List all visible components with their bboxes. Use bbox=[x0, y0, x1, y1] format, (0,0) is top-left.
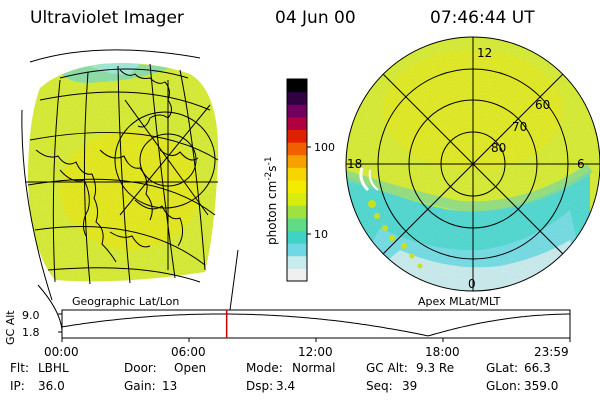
status-label: Mode: bbox=[246, 361, 283, 375]
colorbar-segment bbox=[287, 205, 307, 219]
orbit-plot-frame bbox=[61, 309, 571, 339]
colorbar-segment bbox=[287, 104, 307, 118]
status-value: LBHL bbox=[38, 361, 69, 375]
status-value: 9.3 Re bbox=[416, 361, 455, 375]
colorbar-segment bbox=[287, 217, 307, 231]
geographic-image bbox=[21, 49, 239, 331]
status-label: GC Alt: bbox=[366, 361, 408, 375]
colorbar-tick-10: 10 bbox=[314, 228, 328, 241]
colorbar-segment bbox=[287, 255, 307, 269]
orbit-ytick-9: 9.0 bbox=[22, 309, 40, 322]
apex-panel-label: Apex MLat/MLT bbox=[418, 295, 501, 308]
orbit-xtick-label: 06:00 bbox=[171, 345, 206, 359]
mlat-label-80: 80 bbox=[491, 141, 506, 155]
status-label: IP: bbox=[10, 379, 25, 393]
status-value: 359.0 bbox=[524, 379, 559, 393]
apex-image bbox=[345, 36, 600, 292]
status-value: Open bbox=[174, 361, 207, 375]
colorbar-segment bbox=[287, 154, 307, 168]
status-label: GLon: bbox=[486, 379, 521, 393]
colorbar-segment bbox=[287, 116, 307, 130]
orbit-plot: 9.0 1.8 GC Alt 00:00 06:00 12:00 18:00 23:59 bbox=[4, 309, 571, 359]
orbit-ytick-1.8: 1.8 bbox=[22, 326, 40, 339]
colorbar-segment bbox=[287, 167, 307, 181]
orbit-xtick-label: 18:00 bbox=[425, 345, 460, 359]
status-label: GLat: bbox=[486, 361, 519, 375]
colorbar-segment bbox=[287, 180, 307, 194]
orbit-xtick-label: 00:00 bbox=[44, 345, 79, 359]
mlt-label-0: 0 bbox=[468, 277, 476, 291]
orbit-xtick-label: 12:00 bbox=[298, 345, 333, 359]
colorbar-segment bbox=[287, 230, 307, 244]
colorbar-tick-100: 100 bbox=[314, 141, 335, 154]
colorbar bbox=[287, 79, 307, 282]
status-label: Dsp: bbox=[246, 379, 274, 393]
colorbar-segment bbox=[287, 243, 307, 257]
status-value: 3.4 bbox=[276, 379, 296, 393]
colorbar-segment bbox=[287, 129, 307, 143]
date-label: 04 Jun 00 bbox=[275, 8, 356, 28]
mlat-label-70: 70 bbox=[512, 120, 527, 134]
mlt-label-12: 12 bbox=[477, 46, 492, 60]
colorbar-segment bbox=[287, 142, 307, 156]
status-value: 36.0 bbox=[38, 379, 65, 393]
status-value: 13 bbox=[162, 379, 178, 393]
status-value: Normal bbox=[292, 361, 336, 375]
colorbar-segment bbox=[287, 79, 307, 93]
orbit-xtick-label: 23:59 bbox=[534, 345, 569, 359]
orbit-altitude-curve bbox=[61, 313, 570, 337]
status-value: 39 bbox=[402, 379, 418, 393]
colorbar-segment bbox=[287, 192, 307, 206]
status-label: Flt: bbox=[10, 361, 29, 375]
orbit-ylabel: GC Alt bbox=[4, 310, 17, 345]
mlt-label-6: 6 bbox=[577, 157, 585, 171]
status-label: Seq: bbox=[366, 379, 393, 393]
instrument-title: Ultraviolet Imager bbox=[30, 8, 184, 28]
colorbar-unit-label: photon cm-2s-1 bbox=[264, 156, 279, 245]
colorbar-frame bbox=[286, 78, 308, 282]
colorbar-segment bbox=[287, 268, 307, 282]
geographic-panel-label: Geographic Lat/Lon bbox=[72, 295, 179, 308]
mlat-label-60: 60 bbox=[535, 98, 550, 112]
time-label: 07:46:44 UT bbox=[430, 8, 535, 28]
status-value: 66.3 bbox=[524, 361, 551, 375]
status-label: Gain: bbox=[124, 379, 156, 393]
mlt-label-18: 18 bbox=[347, 157, 362, 171]
status-label: Door: bbox=[124, 361, 157, 375]
colorbar-segment bbox=[287, 91, 307, 105]
